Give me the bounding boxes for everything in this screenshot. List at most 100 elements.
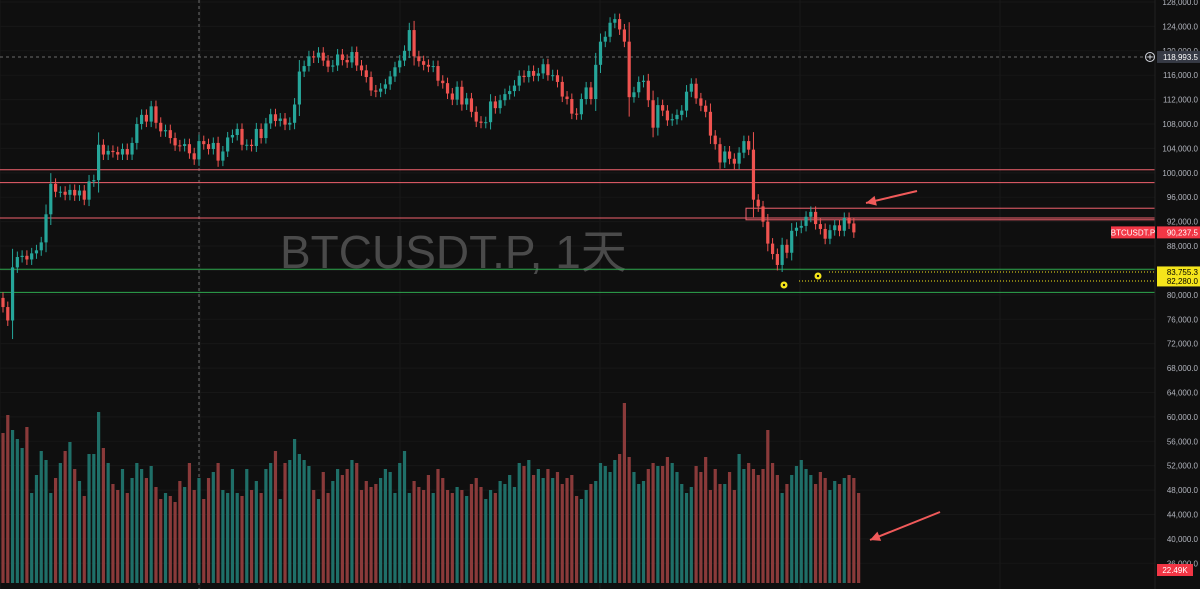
volume-bar: [283, 463, 287, 583]
volume-bar: [570, 475, 574, 583]
candle-body: [144, 114, 148, 122]
volume-bar: [823, 478, 827, 583]
candle-body: [211, 142, 215, 150]
plus-circle-icon[interactable]: [1145, 51, 1155, 62]
volume-bar: [187, 463, 192, 583]
candle-body: [809, 211, 813, 217]
candle-body: [708, 111, 713, 136]
volume-bar: [747, 463, 751, 583]
candle-body: [455, 86, 459, 100]
candle-body: [512, 85, 517, 92]
candle-body: [589, 87, 593, 100]
volume-bar: [321, 472, 325, 583]
volume-bar: [737, 454, 741, 583]
candle-body: [699, 98, 703, 106]
volume-bar: [240, 496, 244, 583]
volume-bar: [680, 484, 684, 583]
horizontal-levels[interactable]: [0, 169, 1156, 293]
candle-body: [493, 101, 497, 109]
volume-bar: [603, 466, 607, 583]
volume-bar: [594, 481, 598, 583]
volume-bar: [15, 439, 19, 583]
candle-body: [828, 230, 832, 239]
candle-body: [178, 145, 182, 147]
volume-bar: [374, 484, 378, 583]
volume-bar: [407, 493, 411, 583]
candle-body: [775, 253, 779, 265]
volume-bar: [498, 481, 502, 583]
candle-body: [465, 98, 469, 105]
volume-bar: [302, 460, 306, 583]
volume-bar: [484, 499, 488, 583]
candle-body: [756, 199, 760, 207]
candle-body: [407, 30, 411, 51]
volume-bar: [259, 493, 263, 583]
candle-body: [818, 224, 822, 229]
candle-body: [498, 100, 502, 109]
arrow-pointer-icon[interactable]: [869, 511, 941, 541]
candle-body: [202, 141, 206, 145]
candle-body: [364, 70, 368, 78]
candle-body: [675, 114, 679, 120]
candle-body: [766, 221, 770, 244]
candle-body: [297, 71, 301, 105]
volume-bar: [579, 499, 583, 583]
volume-bar: [598, 463, 603, 583]
volume-bar: [316, 499, 321, 583]
volume-bar: [479, 487, 483, 583]
y-tick-label: 80,000.0: [1167, 291, 1199, 300]
volume-bar: [92, 454, 96, 583]
volume-bar: [551, 478, 555, 583]
level-price-label: 83,755.3: [1167, 268, 1199, 277]
y-tick-label: 48,000.0: [1167, 486, 1199, 495]
candle-body: [441, 80, 445, 84]
volume-bar: [770, 463, 775, 583]
volume-bar: [39, 451, 43, 583]
candle-body: [737, 152, 741, 164]
candle-body: [661, 105, 665, 111]
candle-body: [245, 144, 249, 146]
candle-body: [579, 99, 583, 115]
y-tick-label: 128,000.0: [1162, 0, 1198, 7]
volume-bar: [422, 490, 426, 583]
symbol-watermark: BTCUSDT.P, 1天: [280, 226, 627, 278]
candle-body: [149, 106, 153, 122]
volume-bar: [799, 460, 803, 583]
volume-bar: [723, 484, 727, 583]
level-price-label: 82,280.0: [1167, 277, 1199, 286]
candle-body: [316, 52, 321, 58]
volume-bar: [780, 493, 784, 583]
candle-body: [369, 77, 373, 91]
candle-body: [288, 122, 292, 125]
y-tick-label: 104,000.0: [1162, 144, 1198, 153]
volume-bar: [34, 475, 39, 583]
candle-body: [307, 56, 311, 67]
volume-bar: [163, 493, 168, 583]
volume-bar: [622, 403, 626, 583]
volume-bar: [546, 469, 550, 583]
volume-bar: [694, 466, 698, 583]
arrow-pointer-icon[interactable]: [865, 190, 918, 206]
candle-body: [594, 64, 598, 100]
low-marker-icon[interactable]: [780, 281, 788, 289]
low-marker-icon[interactable]: [814, 272, 822, 280]
volume-bar: [211, 472, 215, 583]
volume-bar: [436, 469, 440, 583]
volume-bar: [25, 427, 29, 583]
annotations[interactable]: [780, 190, 941, 541]
candle-body: [837, 225, 842, 231]
y-tick-label: 112,000.0: [1163, 96, 1199, 105]
volume-bar: [245, 469, 249, 583]
volume-bar: [589, 484, 593, 583]
candle-body: [488, 101, 493, 123]
candle-body: [665, 110, 670, 121]
volume-bar: [804, 469, 808, 583]
volume-bar: [493, 493, 497, 583]
volume-bar: [847, 475, 851, 583]
candle-body: [187, 144, 192, 154]
candle-body: [570, 99, 574, 114]
candle-body: [508, 91, 512, 95]
candle-body: [383, 84, 387, 89]
candle-body: [82, 190, 86, 200]
